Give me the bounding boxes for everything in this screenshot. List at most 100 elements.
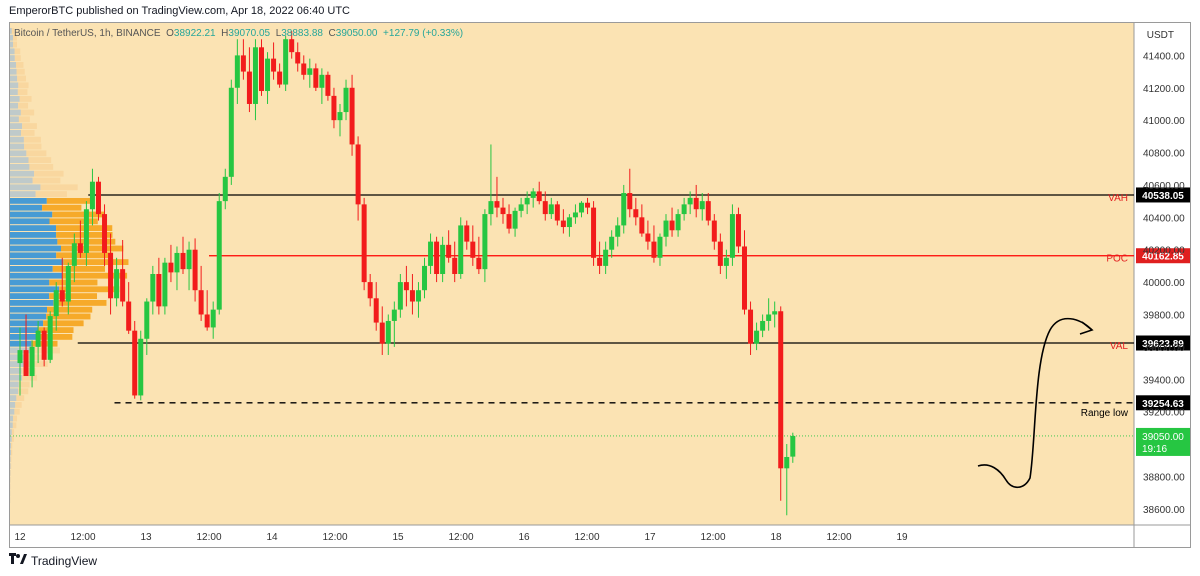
volume-profile-bar (35, 191, 67, 197)
close-value: 39050.00 (335, 28, 378, 39)
candle-body (723, 257, 729, 266)
volume-profile-bar (10, 116, 19, 123)
volume-profile-bar (46, 306, 93, 313)
candle-body (766, 314, 772, 321)
volume-profile-bar (10, 422, 13, 429)
x-tick-label: 12:00 (700, 532, 725, 543)
x-tick-label: 12:00 (826, 532, 851, 543)
volume-profile-bar (13, 34, 17, 41)
x-tick-label: 14 (266, 532, 278, 543)
volume-profile-bar (10, 143, 25, 150)
volume-profile-bar (18, 116, 30, 123)
candle-body (403, 282, 409, 291)
candle-body (494, 201, 500, 208)
candle-body (23, 350, 29, 377)
volume-profile-bar (10, 170, 35, 177)
candle-body (560, 220, 566, 228)
level-price-tag (1136, 187, 1190, 203)
level-name-val: VAL (1110, 341, 1129, 352)
candle-body (675, 214, 681, 231)
volume-profile-bar (10, 218, 50, 225)
y-tick-label: 38600.00 (1143, 505, 1185, 516)
candle-body (216, 201, 222, 310)
last-price-tag (1136, 427, 1190, 456)
candle-body (524, 197, 530, 205)
candle-body (277, 71, 283, 85)
x-tick-label: 15 (392, 532, 404, 543)
volume-profile-bar (16, 62, 24, 68)
volume-profile-bar (10, 164, 30, 170)
volume-profile-bar (10, 150, 27, 157)
volume-profile-bar (19, 96, 32, 102)
volume-profile-bar (23, 136, 41, 143)
volume-profile-bar (10, 48, 15, 55)
level-price-tag (1136, 248, 1190, 264)
volume-profile-bar (10, 245, 61, 252)
level-name-vah: VAH (1108, 193, 1128, 204)
candle-body (222, 176, 228, 202)
candle-body (180, 252, 186, 270)
candle-body (337, 112, 343, 121)
x-tick-label: 16 (518, 532, 530, 543)
volume-profile-bar (10, 68, 17, 75)
tradingview-footer[interactable]: TradingView (9, 553, 97, 568)
candle-body (265, 58, 271, 92)
volume-profile-bar (14, 408, 20, 415)
candle-body (102, 214, 108, 253)
volume-profile-bar (17, 89, 28, 95)
volume-profile-bar (10, 89, 18, 95)
volume-profile-bar (10, 408, 15, 415)
volume-profile-bar (10, 266, 53, 272)
volume-profile-bar (13, 41, 17, 48)
candle-body (156, 274, 162, 307)
volume-profile-bar (34, 170, 64, 177)
volume-profile-bar (10, 177, 33, 184)
volume-profile-bar (38, 334, 73, 340)
volume-profile-bar (52, 211, 104, 218)
volume-profile-bar (59, 286, 120, 293)
candle-body (663, 220, 669, 237)
candle-body (114, 269, 120, 299)
level-price-label: 40162.85 (1142, 252, 1184, 263)
volume-profile-bar (24, 143, 42, 150)
high-label: H (221, 28, 229, 39)
candle-body (162, 262, 168, 307)
y-tick-label: 40200.00 (1143, 246, 1185, 257)
y-tick-label: 38800.00 (1143, 472, 1185, 483)
candle-body (126, 301, 132, 331)
y-tick-label: 39600.00 (1143, 343, 1185, 354)
volume-profile-bar (29, 164, 54, 170)
volume-profile-bar (10, 388, 19, 395)
candle-body (597, 257, 603, 266)
x-tick-label: 13 (140, 532, 152, 543)
y-tick-label: 41200.00 (1143, 84, 1185, 95)
x-tick-label: 12 (14, 532, 26, 543)
candle-body (717, 241, 723, 266)
volume-profile-bar (10, 415, 14, 422)
candle-body (168, 262, 174, 273)
candle-body (246, 71, 252, 104)
candle-body (391, 309, 397, 321)
level-price-label: 40538.05 (1142, 191, 1184, 202)
volume-profile-bar (56, 252, 113, 259)
volume-profile-bar (18, 388, 29, 395)
candle-body (464, 225, 470, 242)
candle-body (379, 322, 385, 344)
candle-body (742, 246, 747, 310)
x-tick-label: 12:00 (70, 532, 95, 543)
volume-profile-bar (11, 436, 14, 442)
y-tick-label: 40000.00 (1143, 278, 1185, 289)
volume-profile-bar (62, 272, 128, 279)
candle-body (228, 87, 234, 177)
volume-profile-bar (10, 123, 23, 129)
candle-body (95, 181, 101, 215)
volume-profile-bar (10, 293, 50, 299)
candle-body (144, 301, 150, 339)
level-price-label: 39623.89 (1142, 339, 1184, 350)
volume-profile-bar (28, 157, 52, 163)
candle-body (615, 225, 621, 237)
candle-body (422, 265, 428, 291)
candle-body (500, 207, 506, 215)
volume-profile-bar (10, 272, 63, 279)
